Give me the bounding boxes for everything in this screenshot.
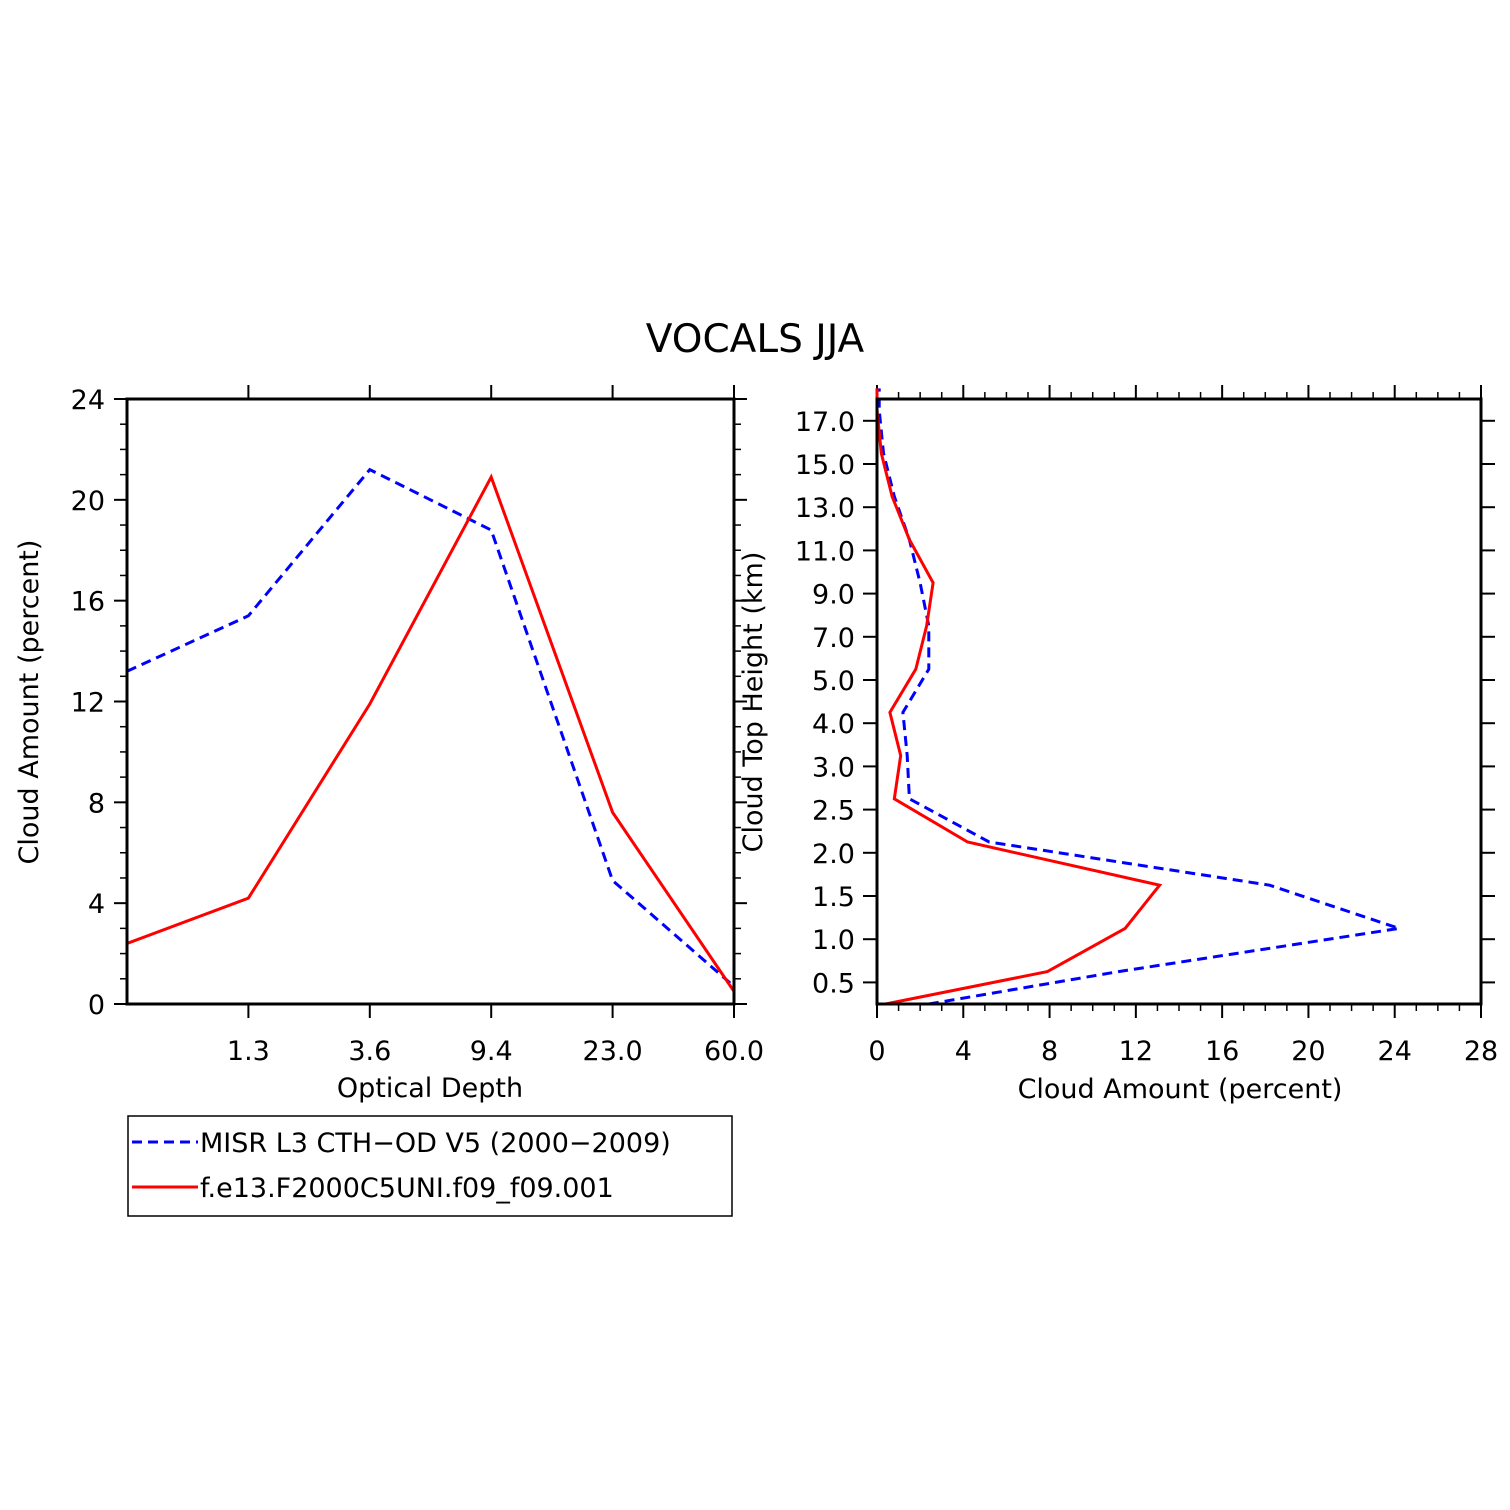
legend-label-model: f.e13.F2000C5UNI.f09_f09.001: [200, 1173, 614, 1204]
right-x-tick-label: 12: [1119, 1036, 1153, 1067]
left-panel: 0 4 8 12 16 20 24 1.3 3.6 9.4 23.0 60.0 Optical Dep…: [14, 385, 764, 1104]
left-tick-labels: 0 4 8 12 16 20 24 1.3 3.6 9.4 23.0 60.0: [71, 385, 764, 1067]
right-x-tick-label: 24: [1378, 1036, 1412, 1067]
left-series: [126, 467, 736, 993]
right-y-tick-label: 0.5: [812, 968, 855, 999]
left-x-tick-label: 9.4: [470, 1036, 513, 1067]
left-y-tick-label: 24: [71, 385, 105, 416]
right-plot-frame: [875, 397, 1483, 1006]
legend-label-misr: MISR L3 CTH−OD V5 (2000−2009): [200, 1128, 671, 1159]
right-x-tick-label: 4: [955, 1036, 972, 1067]
figure-title: VOCALS JJA: [646, 317, 865, 362]
right-ticks: [863, 385, 1495, 1018]
left-y-tick-label: 12: [71, 688, 105, 719]
right-tick-labels: 0 4 8 12 16 20 24 28 0.5 1.0 1.5 2.0 2.5 3.0 4.0 5.0 7.0…: [795, 407, 1498, 1067]
right-y-axis-label: Cloud Top Height (km): [738, 552, 769, 853]
right-y-tick-label: 15.0: [795, 450, 855, 481]
left-series-misr: [126, 467, 735, 988]
left-y-tick-label: 20: [71, 486, 105, 517]
right-y-tick-label: 9.0: [812, 580, 855, 611]
right-y-tick-label: 7.0: [812, 623, 855, 654]
right-y-tick-label: 4.0: [812, 709, 855, 740]
left-series-model: [126, 473, 736, 993]
left-x-tick-label: 3.6: [348, 1036, 391, 1067]
left-plot-frame: [125, 397, 736, 1006]
right-y-tick-label: 13.0: [795, 493, 855, 524]
right-x-tick-label: 28: [1464, 1036, 1498, 1067]
right-x-tick-label: 16: [1205, 1036, 1239, 1067]
right-x-tick-label: 20: [1291, 1036, 1325, 1067]
right-y-tick-label: 11.0: [795, 536, 855, 567]
right-series: [875, 388, 1400, 1006]
left-y-tick-label: 4: [88, 889, 105, 920]
right-y-tick-label: 5.0: [812, 666, 855, 697]
right-series-misr: [877, 388, 1400, 1006]
left-y-tick-label: 16: [71, 587, 105, 618]
left-y-axis-label: Cloud Amount (percent): [14, 540, 45, 865]
right-series-model: [875, 388, 1163, 1006]
right-x-tick-label: 0: [868, 1036, 885, 1067]
right-y-tick-label: 2.5: [812, 796, 855, 827]
left-y-tick-label: 0: [88, 990, 105, 1021]
right-y-tick-label: 3.0: [812, 752, 855, 783]
legend-box: [127, 1115, 733, 1217]
left-x-tick-label: 23.0: [583, 1036, 643, 1067]
left-y-tick-label: 8: [88, 788, 105, 819]
right-panel: 0 4 8 12 16 20 24 28 0.5 1.0 1.5 2.0 2.5 3.0 4.0 5.0 7.0…: [738, 385, 1498, 1105]
left-ticks: [114, 385, 747, 1018]
left-x-tick-label: 1.3: [227, 1036, 270, 1067]
right-y-tick-label: 1.0: [812, 925, 855, 956]
right-y-tick-label: 2.0: [812, 839, 855, 870]
right-y-tick-label: 1.5: [812, 882, 855, 913]
legend: MISR L3 CTH−OD V5 (2000−2009) f.e13.F200…: [127, 1115, 733, 1217]
right-y-tick-label: 17.0: [795, 407, 855, 438]
right-x-axis-label: Cloud Amount (percent): [1018, 1074, 1343, 1105]
left-x-axis-label: Optical Depth: [337, 1073, 523, 1104]
right-x-tick-label: 8: [1041, 1036, 1058, 1067]
left-x-tick-label: 60.0: [704, 1036, 764, 1067]
